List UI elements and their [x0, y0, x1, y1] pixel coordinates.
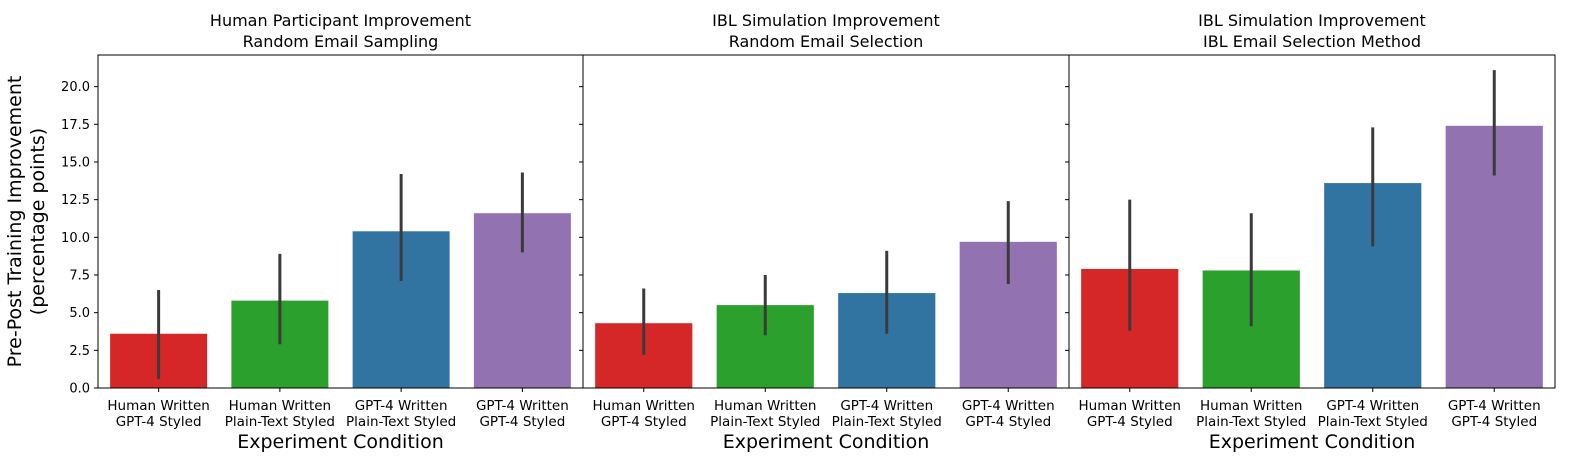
y-tick-label: 7.5 [69, 268, 90, 283]
x-tick-label-line: Plain-Text Styled [1318, 414, 1428, 430]
x-tick-label: Human Written GPT-4 Styled [1079, 398, 1181, 430]
x-tick-label-line: GPT-4 Styled [1087, 414, 1173, 430]
x-tick-label-line: Plain-Text Styled [225, 414, 335, 430]
x-tick-label: Human Written GPT-4 Styled [593, 398, 695, 430]
panel-title-line: Random Email Sampling [243, 32, 439, 51]
panel-title: IBL Simulation Improvement Random Email S… [712, 11, 940, 51]
x-tick-label-line: GPT-4 Styled [116, 414, 202, 430]
panel-title-line: IBL Simulation Improvement [712, 11, 940, 30]
x-tick-label-line: Human Written [229, 398, 331, 414]
x-tick-label-line: Human Written [1200, 398, 1302, 414]
y-tick-label: 20.0 [61, 80, 90, 95]
panel-1: 0.0 2.5 5.0 7.5 10.0 12.5 15.0 17.5 20.0 Human Wr… [61, 11, 584, 453]
y-axis-label-line: (percentage points) [27, 128, 49, 315]
x-tick-label-line: Plain-Text Styled [346, 414, 456, 430]
x-tick-label: GPT-4 Written Plain-Text Styled [1318, 398, 1428, 430]
x-tick-label: GPT-4 Written GPT-4 Styled [476, 398, 569, 430]
x-axis-label: Experiment Condition [237, 431, 444, 453]
x-tick-label-line: GPT-4 Written [1448, 398, 1541, 414]
x-tick-label-line: GPT-4 Written [962, 398, 1055, 414]
x-tick-label: GPT-4 Written Plain-Text Styled [832, 398, 942, 430]
panel-title-line: Human Participant Improvement [210, 11, 471, 30]
x-tick-label-line: Plain-Text Styled [710, 414, 820, 430]
panel-title-line: Random Email Selection [729, 32, 924, 51]
panel-title: IBL Simulation Improvement IBL Email Sele… [1198, 11, 1426, 51]
y-axis-label-line: Pre-Post Training Improvement [4, 76, 26, 368]
x-tick-label-line: GPT-4 Written [1326, 398, 1419, 414]
x-axis-label: Experiment Condition [1209, 431, 1416, 453]
x-tick-label: GPT-4 Written Plain-Text Styled [346, 398, 456, 430]
y-tick-label: 0.0 [69, 382, 90, 397]
x-tick-label: Human Written GPT-4 Styled [107, 398, 209, 430]
x-tick-label-line: GPT-4 Written [476, 398, 569, 414]
x-tick-label: Human Written Plain-Text Styled [710, 398, 820, 430]
x-tick-label-line: Plain-Text Styled [832, 414, 942, 430]
x-tick-label: Human Written Plain-Text Styled [1196, 398, 1306, 430]
x-tick-label: GPT-4 Written GPT-4 Styled [1448, 398, 1541, 430]
x-tick-label-line: Human Written [714, 398, 816, 414]
x-tick-label-line: GPT-4 Styled [965, 414, 1051, 430]
x-tick-label-line: GPT-4 Styled [601, 414, 687, 430]
x-tick-label-line: GPT-4 Styled [1451, 414, 1537, 430]
x-tick-label-line: Human Written [593, 398, 695, 414]
y-tick-label: 5.0 [69, 306, 90, 321]
x-axis-label: Experiment Condition [723, 431, 930, 453]
panel-title-line: IBL Email Selection Method [1203, 32, 1421, 51]
x-tick-label-line: Plain-Text Styled [1196, 414, 1306, 430]
x-tick-label-line: GPT-4 Written [355, 398, 448, 414]
x-tick-label-line: Human Written [1079, 398, 1181, 414]
y-tick-label: 17.5 [61, 118, 90, 133]
axes-frame [1068, 54, 1556, 389]
panel-title-line: IBL Simulation Improvement [1198, 11, 1426, 30]
x-tick-label-line: Human Written [107, 398, 209, 414]
x-tick-label: GPT-4 Written GPT-4 Styled [962, 398, 1055, 430]
x-tick-label-line: GPT-4 Styled [479, 414, 565, 430]
y-tick-label: 10.0 [61, 231, 90, 246]
panel-title: Human Participant Improvement Random Emai… [210, 11, 471, 51]
y-tick-label: 15.0 [61, 155, 90, 170]
x-tick-label-line: GPT-4 Written [840, 398, 933, 414]
y-tick-label: 12.5 [61, 193, 90, 208]
x-tick-label: Human Written Plain-Text Styled [225, 398, 335, 430]
y-tick-label: 2.5 [69, 344, 90, 359]
